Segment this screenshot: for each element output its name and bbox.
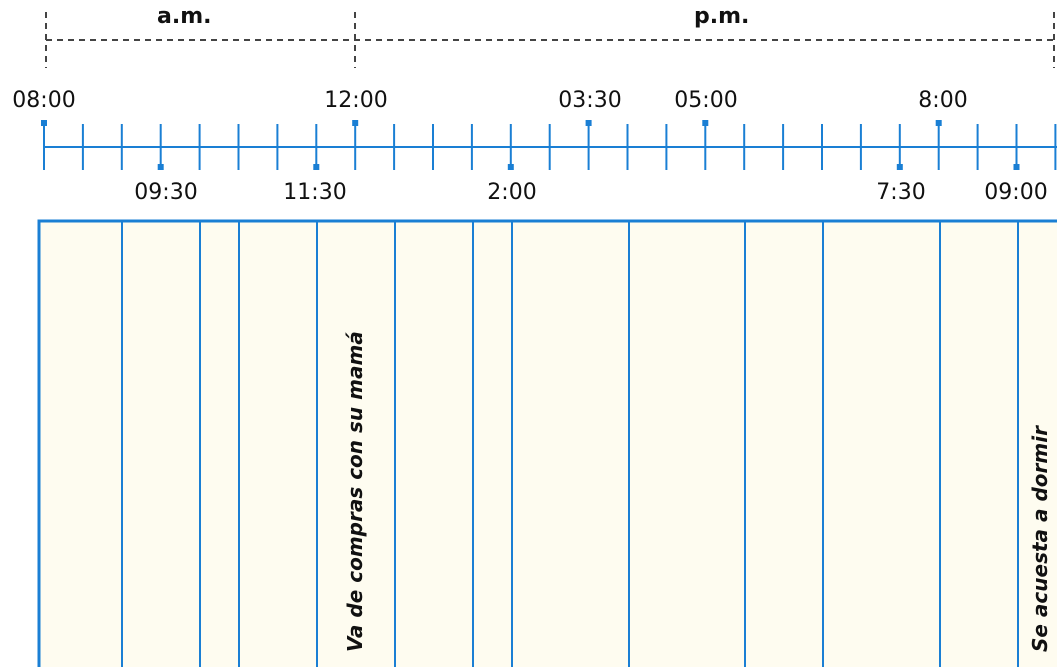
time-label-bottom-730: 7:30 [876, 180, 926, 205]
time-marker-bottom [157, 164, 164, 170]
schedule-frame [37, 219, 1057, 667]
time-marker-top [935, 120, 942, 126]
time-marker-top [702, 120, 709, 126]
period-bracket [45, 12, 1055, 68]
time-marker-top [352, 120, 359, 126]
activity-label-shopping: Va de compras con su mamá [343, 331, 367, 652]
schedule-columns [37, 219, 1057, 667]
time-marker-bottom [507, 164, 514, 170]
time-label-bottom-0930: 09:30 [134, 180, 198, 205]
time-axis-markers [41, 120, 1020, 170]
time-label-bottom-0900: 09:00 [984, 180, 1048, 205]
period-label-pm: p.m. [694, 4, 750, 29]
period-label-am: a.m. [157, 4, 212, 29]
time-label-top-0500: 05:00 [674, 88, 738, 113]
time-axis [41, 120, 1057, 170]
activity-label-sleep: Se acuesta a dormir [1028, 426, 1052, 652]
time-label-bottom-1130: 11:30 [283, 180, 347, 205]
time-label-top-0800: 08:00 [12, 88, 76, 113]
time-marker-top [585, 120, 592, 126]
time-axis-ticks [43, 124, 1057, 170]
time-label-top-1200: 12:00 [324, 88, 388, 113]
time-label-top-800: 8:00 [918, 88, 968, 113]
column-dividers [121, 221, 1019, 667]
time-marker-bottom [1013, 164, 1020, 170]
time-marker-bottom [896, 164, 903, 170]
time-label-bottom-200: 2:00 [487, 180, 537, 205]
time-label-top-0330: 03:30 [558, 88, 622, 113]
time-marker-top [41, 120, 47, 126]
time-marker-bottom [313, 164, 320, 170]
